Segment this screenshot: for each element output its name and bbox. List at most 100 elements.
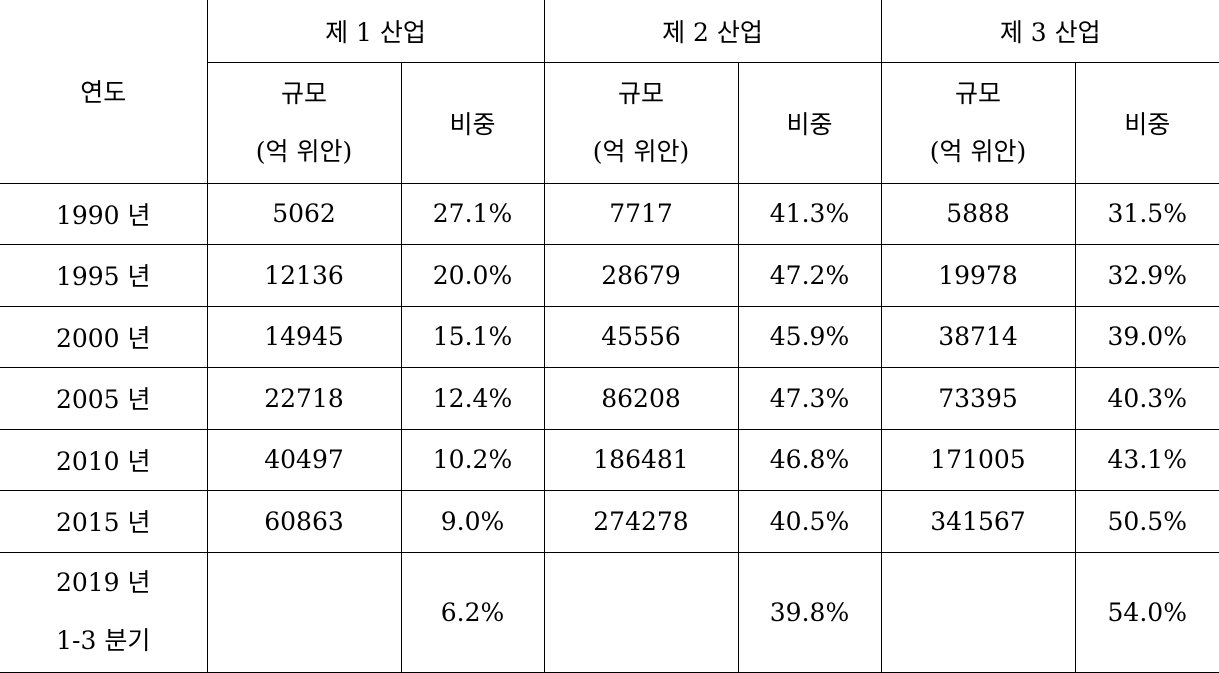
share-value: 47.3% (769, 383, 850, 413)
share-cell: 15.1% (400, 305, 545, 368)
size-cell: 19978 (880, 244, 1076, 307)
size-cell: 12136 (206, 244, 402, 307)
size-value: 14945 (264, 322, 344, 352)
size-value: 22718 (264, 383, 344, 413)
size-cell (206, 551, 402, 673)
sub-header: 비중 (400, 61, 545, 184)
share-value: 40.5% (769, 506, 850, 536)
share-cell: 47.2% (737, 244, 882, 307)
year-text: 2010 년 (55, 446, 151, 476)
share-value: 20.0% (432, 260, 513, 290)
sub-header-text: 규모 (954, 78, 1001, 108)
data-row: 1995 년 12136 20.0% 28679 47.2% 19978 32.9% (0, 244, 1219, 307)
size-cell (880, 551, 1076, 673)
share-cell: 32.9% (1074, 244, 1219, 307)
sub-header-text: (억 위안) (929, 136, 1027, 166)
sub-header-text: 비중 (786, 109, 833, 139)
sub-header: 비중 (1074, 61, 1219, 184)
share-value: 54.0% (1107, 597, 1187, 627)
share-cell: 9.0% (400, 490, 545, 553)
size-cell: 60863 (206, 490, 402, 553)
share-cell: 43.1% (1074, 428, 1219, 491)
size-value: 7717 (609, 199, 673, 229)
share-value: 47.2% (769, 260, 850, 290)
data-row: 2000 년 14945 15.1% 45556 45.9% 38714 39.0% (0, 305, 1219, 368)
year-text: 2019 년 (55, 568, 151, 597)
share-cell: 31.5% (1074, 182, 1219, 245)
size-value: 5062 (272, 199, 336, 229)
group-header: 제 1 산업 (206, 0, 545, 63)
share-value: 43.1% (1107, 445, 1187, 475)
size-cell: 86208 (543, 367, 739, 430)
header-row: 규모 (억 위안) 비중 규모 (억 위안) 비중 규모 (억 위안) 비중 (0, 61, 1219, 184)
share-cell: 47.3% (737, 367, 882, 430)
size-cell: 5062 (206, 182, 402, 245)
size-value: 341567 (930, 506, 1026, 536)
share-cell: 10.2% (400, 428, 545, 491)
group-header: 제 3 산업 (880, 0, 1219, 63)
year-text: 1995 년 (55, 262, 151, 292)
share-value: 10.2% (432, 445, 513, 475)
size-value: 186481 (593, 445, 689, 475)
size-value: 274278 (593, 506, 689, 536)
size-cell: 274278 (543, 490, 739, 553)
size-value: 28679 (601, 260, 681, 290)
size-value: 171005 (930, 445, 1026, 475)
group-title: 제 2 산업 (662, 17, 763, 47)
size-cell: 73395 (880, 367, 1076, 430)
data-row: 2019 년 1-3 분기 6.2% 39.8% 54.0% (0, 551, 1219, 673)
sub-header: 규모 (억 위안) (880, 61, 1076, 184)
sub-header-text: 규모 (617, 78, 664, 108)
share-value: 12.4% (432, 383, 513, 413)
data-row: 2005 년 22718 12.4% 86208 47.3% 73395 40.3% (0, 367, 1219, 430)
year-cell: 2019 년 1-3 분기 (0, 551, 208, 673)
share-cell: 20.0% (400, 244, 545, 307)
sub-header-text: 비중 (1124, 109, 1171, 139)
share-cell: 40.5% (737, 490, 882, 553)
share-value: 39.0% (1107, 322, 1187, 352)
year-text: 1-3 분기 (56, 626, 151, 655)
share-value: 9.0% (440, 506, 505, 536)
year-text: 2005 년 (55, 385, 151, 415)
size-cell: 5888 (880, 182, 1076, 245)
share-value: 46.8% (769, 445, 850, 475)
size-cell: 38714 (880, 305, 1076, 368)
sub-header: 비중 (737, 61, 882, 184)
size-value: 12136 (264, 260, 344, 290)
share-cell: 54.0% (1074, 551, 1219, 673)
share-value: 41.3% (769, 199, 850, 229)
size-cell: 22718 (206, 367, 402, 430)
size-value: 73395 (938, 383, 1018, 413)
data-row: 2015 년 60863 9.0% 274278 40.5% 341567 50.5% (0, 490, 1219, 553)
header-cell: 연도 (0, 0, 208, 184)
share-cell: 27.1% (400, 182, 545, 245)
size-cell: 186481 (543, 428, 739, 491)
data-row: 1990 년 5062 27.1% 7717 41.3% 5888 31.5% (0, 182, 1219, 245)
share-value: 45.9% (769, 322, 850, 352)
share-cell: 12.4% (400, 367, 545, 430)
group-header: 제 2 산업 (543, 0, 882, 63)
size-cell: 40497 (206, 428, 402, 491)
size-cell: 45556 (543, 305, 739, 368)
size-value: 5888 (946, 199, 1010, 229)
size-cell: 7717 (543, 182, 739, 245)
share-cell: 39.8% (737, 551, 882, 673)
share-value: 31.5% (1107, 199, 1187, 229)
header-row: 연도 제 1 산업 제 2 산업 제 3 산업 (0, 0, 1219, 184)
group-title: 제 3 산업 (999, 17, 1101, 47)
share-cell: 46.8% (737, 428, 882, 491)
size-value: 86208 (601, 383, 681, 413)
share-cell: 6.2% (400, 551, 545, 673)
sub-header: 규모 (억 위안) (207, 61, 402, 184)
share-value: 27.1% (432, 199, 513, 229)
share-cell: 39.0% (1074, 305, 1219, 368)
share-value: 32.9% (1107, 260, 1187, 290)
header-text: 연도 (80, 78, 127, 108)
share-value: 39.8% (769, 597, 850, 627)
size-cell: 341567 (880, 490, 1076, 553)
size-cell: 171005 (880, 428, 1076, 491)
year-text: 2015 년 (55, 508, 151, 538)
